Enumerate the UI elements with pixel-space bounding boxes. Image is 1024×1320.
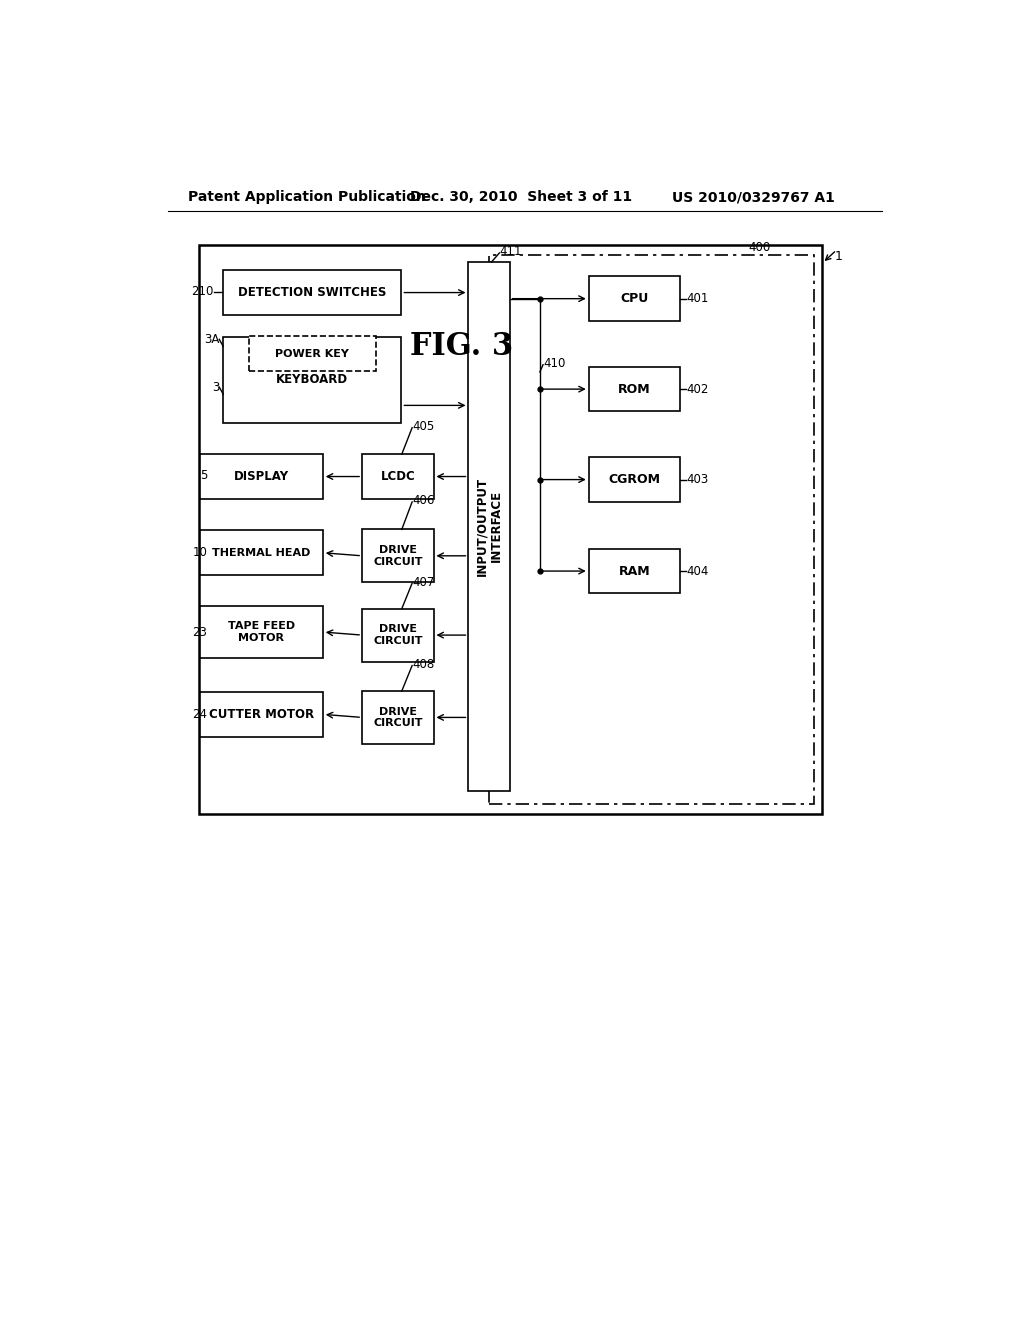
Text: DETECTION SWITCHES: DETECTION SWITCHES	[238, 286, 386, 300]
Bar	[223, 271, 401, 315]
Bar	[200, 244, 822, 814]
Text: INPUT/OUTPUT
INTERFACE: INPUT/OUTPUT INTERFACE	[475, 477, 503, 576]
Text: 410: 410	[544, 358, 566, 370]
Bar	[362, 690, 433, 744]
Bar	[223, 337, 401, 424]
Text: RAM: RAM	[618, 565, 650, 578]
Text: US 2010/0329767 A1: US 2010/0329767 A1	[672, 190, 835, 205]
Text: LCDC: LCDC	[381, 470, 415, 483]
Bar	[200, 606, 323, 659]
Text: CGROM: CGROM	[608, 473, 660, 486]
Bar	[200, 531, 323, 576]
Text: DRIVE
CIRCUIT: DRIVE CIRCUIT	[373, 706, 423, 729]
Text: 24: 24	[193, 708, 207, 721]
Text: 404: 404	[686, 565, 709, 578]
Text: 403: 403	[686, 473, 709, 486]
Bar	[362, 609, 433, 661]
Text: Patent Application Publication: Patent Application Publication	[187, 190, 425, 205]
Text: 23: 23	[193, 626, 207, 639]
Text: 405: 405	[412, 420, 434, 433]
Text: 3: 3	[212, 380, 219, 393]
Text: 411: 411	[500, 246, 522, 259]
Text: FIG. 3: FIG. 3	[410, 331, 513, 362]
Bar	[589, 549, 680, 594]
Bar	[468, 263, 510, 791]
Bar	[200, 454, 323, 499]
Text: ROM: ROM	[618, 383, 650, 396]
Text: KEYBOARD: KEYBOARD	[276, 374, 348, 387]
Text: Dec. 30, 2010  Sheet 3 of 11: Dec. 30, 2010 Sheet 3 of 11	[410, 190, 632, 205]
Bar	[489, 255, 814, 804]
Text: 3A: 3A	[204, 333, 219, 346]
Text: DISPLAY: DISPLAY	[233, 470, 289, 483]
Bar	[200, 692, 323, 737]
Text: 400: 400	[749, 242, 771, 255]
Text: 408: 408	[412, 659, 434, 671]
Bar	[589, 276, 680, 321]
Text: 10: 10	[193, 546, 207, 560]
Text: TAPE FEED
MOTOR: TAPE FEED MOTOR	[227, 622, 295, 643]
Text: 407: 407	[412, 576, 434, 589]
Text: CUTTER MOTOR: CUTTER MOTOR	[209, 708, 314, 721]
Bar	[249, 337, 376, 371]
Text: CPU: CPU	[621, 292, 648, 305]
Bar	[362, 454, 433, 499]
Text: THERMAL HEAD: THERMAL HEAD	[212, 548, 310, 558]
Text: DRIVE
CIRCUIT: DRIVE CIRCUIT	[373, 545, 423, 566]
Text: 210: 210	[191, 285, 214, 298]
Text: 5: 5	[200, 469, 207, 482]
Text: DRIVE
CIRCUIT: DRIVE CIRCUIT	[373, 624, 423, 645]
Text: POWER KEY: POWER KEY	[275, 348, 349, 359]
Text: 402: 402	[686, 383, 709, 396]
Bar	[589, 457, 680, 502]
Bar	[362, 529, 433, 582]
Text: 1: 1	[835, 251, 842, 264]
Bar	[589, 367, 680, 412]
Text: 406: 406	[412, 495, 434, 507]
Text: 401: 401	[686, 292, 709, 305]
